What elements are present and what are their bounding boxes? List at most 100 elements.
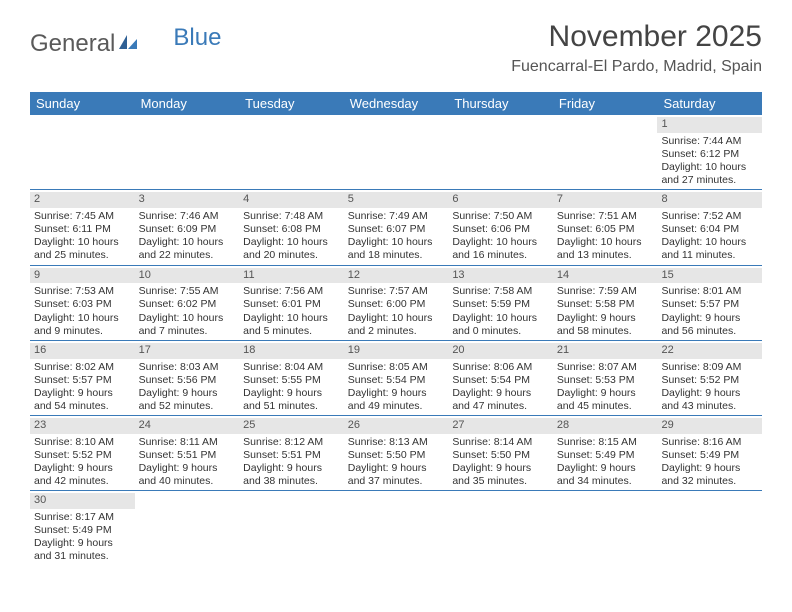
title-block: November 2025 Fuencarral-El Pardo, Madri… <box>511 20 762 76</box>
daylight-text: Daylight: 10 hours and 18 minutes. <box>348 236 445 262</box>
day-number: 25 <box>239 418 344 434</box>
sunrise-text: Sunrise: 8:03 AM <box>139 361 236 374</box>
sunset-text: Sunset: 6:02 PM <box>139 298 236 311</box>
calendar: SundayMondayTuesdayWednesdayThursdayFrid… <box>30 92 762 566</box>
daylight-text: Daylight: 10 hours and 7 minutes. <box>139 312 236 338</box>
day-header: Monday <box>135 92 240 115</box>
day-number: 19 <box>344 343 449 359</box>
day-cell: 8Sunrise: 7:52 AMSunset: 6:04 PMDaylight… <box>657 190 762 264</box>
sunset-text: Sunset: 6:03 PM <box>34 298 131 311</box>
sunset-text: Sunset: 5:57 PM <box>34 374 131 387</box>
sunset-text: Sunset: 5:49 PM <box>661 449 758 462</box>
day-cell <box>344 491 449 565</box>
sunset-text: Sunset: 6:06 PM <box>452 223 549 236</box>
day-cell: 6Sunrise: 7:50 AMSunset: 6:06 PMDaylight… <box>448 190 553 264</box>
daylight-text: Daylight: 9 hours and 43 minutes. <box>661 387 758 413</box>
day-cell: 12Sunrise: 7:57 AMSunset: 6:00 PMDayligh… <box>344 266 449 340</box>
day-cell: 22Sunrise: 8:09 AMSunset: 5:52 PMDayligh… <box>657 341 762 415</box>
day-header: Friday <box>553 92 658 115</box>
daylight-text: Daylight: 10 hours and 13 minutes. <box>557 236 654 262</box>
day-number: 17 <box>135 343 240 359</box>
week-row: 1Sunrise: 7:44 AMSunset: 6:12 PMDaylight… <box>30 115 762 190</box>
week-row: 16Sunrise: 8:02 AMSunset: 5:57 PMDayligh… <box>30 341 762 416</box>
day-cell: 16Sunrise: 8:02 AMSunset: 5:57 PMDayligh… <box>30 341 135 415</box>
day-number: 16 <box>30 343 135 359</box>
sunrise-text: Sunrise: 7:56 AM <box>243 285 340 298</box>
sunset-text: Sunset: 6:01 PM <box>243 298 340 311</box>
sunset-text: Sunset: 6:05 PM <box>557 223 654 236</box>
week-row: 2Sunrise: 7:45 AMSunset: 6:11 PMDaylight… <box>30 190 762 265</box>
day-header: Sunday <box>30 92 135 115</box>
day-header-row: SundayMondayTuesdayWednesdayThursdayFrid… <box>30 92 762 115</box>
daylight-text: Daylight: 9 hours and 54 minutes. <box>34 387 131 413</box>
daylight-text: Daylight: 10 hours and 9 minutes. <box>34 312 131 338</box>
day-cell: 29Sunrise: 8:16 AMSunset: 5:49 PMDayligh… <box>657 416 762 490</box>
sunrise-text: Sunrise: 8:11 AM <box>139 436 236 449</box>
day-number: 13 <box>448 268 553 284</box>
daylight-text: Daylight: 9 hours and 49 minutes. <box>348 387 445 413</box>
day-cell: 30Sunrise: 8:17 AMSunset: 5:49 PMDayligh… <box>30 491 135 565</box>
day-cell: 7Sunrise: 7:51 AMSunset: 6:05 PMDaylight… <box>553 190 658 264</box>
day-cell <box>448 491 553 565</box>
daylight-text: Daylight: 9 hours and 37 minutes. <box>348 462 445 488</box>
day-number: 11 <box>239 268 344 284</box>
sunset-text: Sunset: 5:54 PM <box>348 374 445 387</box>
day-number: 3 <box>135 192 240 208</box>
day-cell: 2Sunrise: 7:45 AMSunset: 6:11 PMDaylight… <box>30 190 135 264</box>
sunset-text: Sunset: 6:04 PM <box>661 223 758 236</box>
logo-text-general: General <box>30 30 115 58</box>
day-cell: 28Sunrise: 8:15 AMSunset: 5:49 PMDayligh… <box>553 416 658 490</box>
sunrise-text: Sunrise: 7:57 AM <box>348 285 445 298</box>
daylight-text: Daylight: 9 hours and 34 minutes. <box>557 462 654 488</box>
day-cell: 21Sunrise: 8:07 AMSunset: 5:53 PMDayligh… <box>553 341 658 415</box>
sunrise-text: Sunrise: 8:04 AM <box>243 361 340 374</box>
day-cell: 23Sunrise: 8:10 AMSunset: 5:52 PMDayligh… <box>30 416 135 490</box>
sunrise-text: Sunrise: 7:50 AM <box>452 210 549 223</box>
sunset-text: Sunset: 6:00 PM <box>348 298 445 311</box>
sunrise-text: Sunrise: 7:59 AM <box>557 285 654 298</box>
day-cell: 10Sunrise: 7:55 AMSunset: 6:02 PMDayligh… <box>135 266 240 340</box>
day-cell: 18Sunrise: 8:04 AMSunset: 5:55 PMDayligh… <box>239 341 344 415</box>
day-cell: 13Sunrise: 7:58 AMSunset: 5:59 PMDayligh… <box>448 266 553 340</box>
day-number: 12 <box>344 268 449 284</box>
day-cell: 1Sunrise: 7:44 AMSunset: 6:12 PMDaylight… <box>657 115 762 189</box>
daylight-text: Daylight: 9 hours and 47 minutes. <box>452 387 549 413</box>
sunset-text: Sunset: 5:49 PM <box>557 449 654 462</box>
daylight-text: Daylight: 9 hours and 52 minutes. <box>139 387 236 413</box>
daylight-text: Daylight: 9 hours and 40 minutes. <box>139 462 236 488</box>
sunset-text: Sunset: 5:50 PM <box>452 449 549 462</box>
sunset-text: Sunset: 5:51 PM <box>139 449 236 462</box>
day-header: Thursday <box>448 92 553 115</box>
logo-text-blue: Blue <box>173 24 221 52</box>
sunrise-text: Sunrise: 7:53 AM <box>34 285 131 298</box>
day-number: 5 <box>344 192 449 208</box>
day-cell: 27Sunrise: 8:14 AMSunset: 5:50 PMDayligh… <box>448 416 553 490</box>
daylight-text: Daylight: 9 hours and 58 minutes. <box>557 312 654 338</box>
daylight-text: Daylight: 10 hours and 20 minutes. <box>243 236 340 262</box>
sunrise-text: Sunrise: 7:44 AM <box>661 135 758 148</box>
sunrise-text: Sunrise: 7:48 AM <box>243 210 340 223</box>
day-cell <box>344 115 449 189</box>
day-cell: 24Sunrise: 8:11 AMSunset: 5:51 PMDayligh… <box>135 416 240 490</box>
sunset-text: Sunset: 5:55 PM <box>243 374 340 387</box>
day-header: Wednesday <box>344 92 449 115</box>
sunrise-text: Sunrise: 8:14 AM <box>452 436 549 449</box>
sunrise-text: Sunrise: 7:52 AM <box>661 210 758 223</box>
sunrise-text: Sunrise: 8:09 AM <box>661 361 758 374</box>
day-cell: 17Sunrise: 8:03 AMSunset: 5:56 PMDayligh… <box>135 341 240 415</box>
sunrise-text: Sunrise: 8:01 AM <box>661 285 758 298</box>
sunrise-text: Sunrise: 8:10 AM <box>34 436 131 449</box>
sunrise-text: Sunrise: 8:07 AM <box>557 361 654 374</box>
header: General Blue November 2025 Fuencarral-El… <box>0 0 792 84</box>
day-cell: 26Sunrise: 8:13 AMSunset: 5:50 PMDayligh… <box>344 416 449 490</box>
sunset-text: Sunset: 5:50 PM <box>348 449 445 462</box>
sunrise-text: Sunrise: 8:16 AM <box>661 436 758 449</box>
daylight-text: Daylight: 9 hours and 51 minutes. <box>243 387 340 413</box>
daylight-text: Daylight: 9 hours and 32 minutes. <box>661 462 758 488</box>
daylight-text: Daylight: 10 hours and 25 minutes. <box>34 236 131 262</box>
sunrise-text: Sunrise: 7:58 AM <box>452 285 549 298</box>
day-cell <box>135 491 240 565</box>
day-number: 27 <box>448 418 553 434</box>
day-cell <box>657 491 762 565</box>
day-number: 10 <box>135 268 240 284</box>
